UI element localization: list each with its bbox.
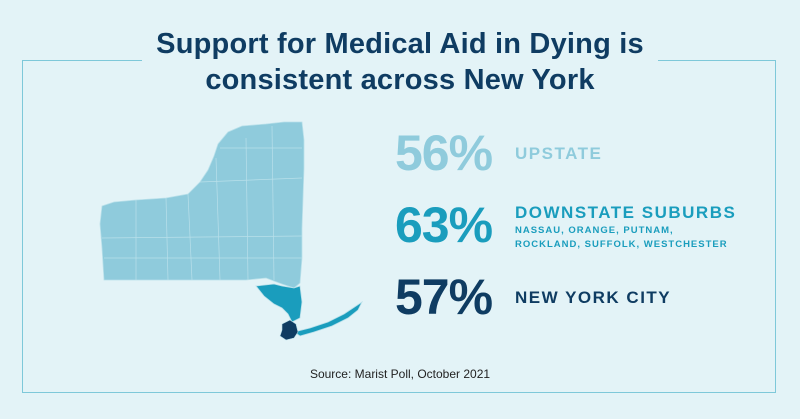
new-york-state-map [99,121,364,341]
stat-nyc-percent: 57% [395,269,493,325]
title-line-1: Support for Medical Aid in Dying is [156,28,644,60]
map-region-upstate [99,121,305,289]
page-title: Support for Medical Aid in Dying is cons… [142,26,658,98]
stat-upstate-percent: 56% [395,125,493,181]
title-block: Support for Medical Aid in Dying is cons… [0,26,800,98]
map-region-suburbs-long-island [293,300,364,337]
stat-suburbs-label: DOWNSTATE SUBURBS [515,203,737,222]
stat-suburbs-percent: 63% [395,197,493,253]
stat-suburbs-counties-line-1: NASSAU, ORANGE, PUTNAM, [515,225,674,236]
title-line-2: consistent across New York [205,64,595,96]
stat-suburbs-counties-line-2: ROCKLAND, SUFFOLK, WESTCHESTER [515,239,728,250]
stat-upstate-label: UPSTATE [515,144,603,163]
source-note: Source: Marist Poll, October 2021 [309,367,491,381]
map-region-nyc [279,319,299,341]
stat-nyc-label: NEW YORK CITY [515,288,672,307]
map-region-suburbs-hudson [255,283,303,323]
county-lines [101,125,303,281]
